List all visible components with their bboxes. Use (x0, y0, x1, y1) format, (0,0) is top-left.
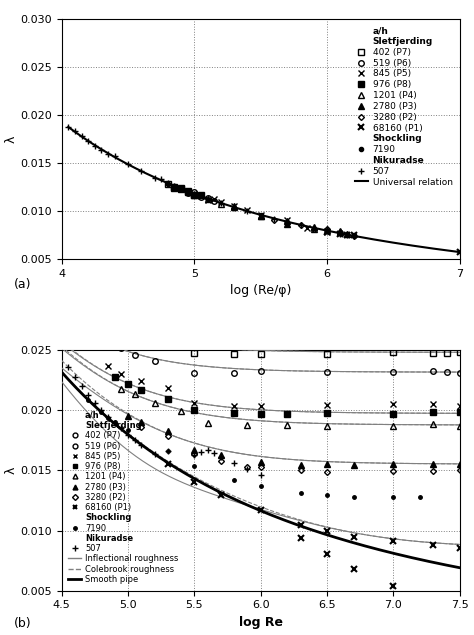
Legend: a/h, Sletfjerding, 402 (P7), 519 (P6), 845 (P5), 976 (P8), 1201 (P4), 2780 (P3),: a/h, Sletfjerding, 402 (P7), 519 (P6), 8… (66, 408, 181, 586)
Y-axis label: λ: λ (4, 467, 18, 474)
Text: (b): (b) (14, 617, 31, 629)
X-axis label: log Re: log Re (239, 616, 283, 629)
Text: (a): (a) (14, 278, 31, 291)
Y-axis label: λ: λ (4, 135, 18, 143)
Legend: a/h, Sletfjerding, 402 (P7), 519 (P6), 845 (P5), 976 (P8), 1201 (P4), 2780 (P3),: a/h, Sletfjerding, 402 (P7), 519 (P6), 8… (352, 23, 455, 189)
X-axis label: log (Re/φ): log (Re/φ) (230, 284, 292, 297)
